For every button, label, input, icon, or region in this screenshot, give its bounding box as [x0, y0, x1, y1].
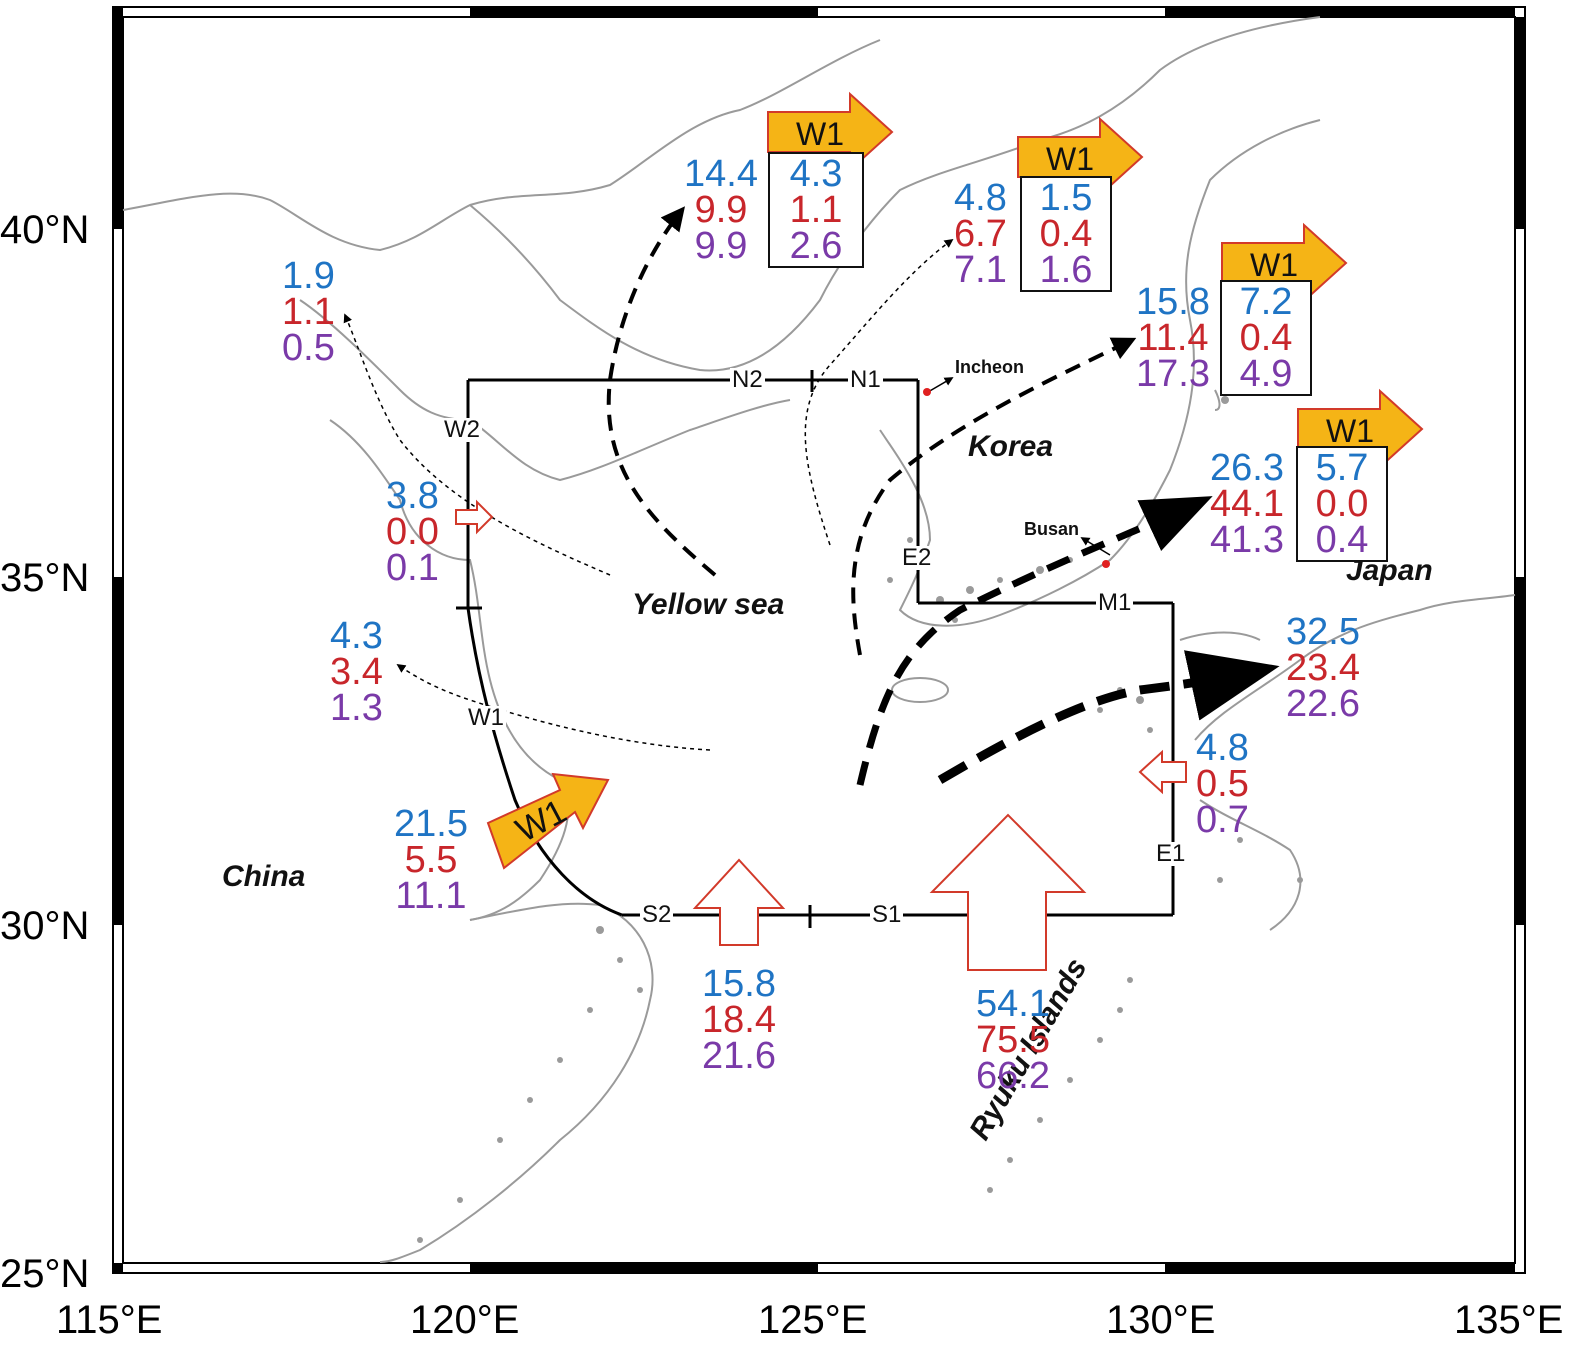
transport-e1: 4.8 0.5 0.7 [1196, 727, 1249, 841]
transport-w1-upper: 4.3 3.4 1.3 [330, 615, 383, 729]
lat-label-30: 30°N [0, 904, 90, 948]
value-red: 0.4 [1039, 213, 1093, 255]
section-label-w1: W1 [466, 704, 506, 731]
lat-label-35: 35°N [0, 556, 90, 600]
value-blue: 26.3 [1210, 447, 1284, 489]
lon-label-120: 120°E [410, 1298, 520, 1342]
value-purple: 2.6 [789, 225, 843, 267]
value-red: 75.5 [976, 1019, 1050, 1061]
value-purple: 66.2 [976, 1055, 1050, 1097]
transport-bohai: 1.9 1.1 0.5 [282, 255, 335, 369]
lon-label-130: 130°E [1106, 1298, 1216, 1342]
value-red: 0.0 [1315, 483, 1369, 525]
wind-label-korea-mid: W1 [1250, 247, 1298, 283]
value-red: 0.4 [1239, 317, 1293, 359]
value-blue: 4.8 [1196, 727, 1249, 769]
section-lines [456, 370, 1175, 928]
value-blue: 21.5 [394, 803, 468, 845]
box-korea-west-right: 1.5 0.4 1.6 [1020, 176, 1112, 292]
label-busan: Busan [1024, 519, 1080, 539]
transport-w2: 3.8 0.0 0.1 [386, 475, 439, 589]
section-label-s1: S1 [870, 901, 904, 928]
wind-label-yellow-north: W1 [796, 116, 844, 152]
value-blue: 4.3 [330, 615, 383, 657]
value-blue: 4.8 [954, 177, 1007, 219]
value-purple: 7.1 [954, 249, 1007, 291]
value-blue: 3.8 [386, 475, 439, 517]
value-purple: 4.9 [1239, 353, 1293, 395]
value-purple: 1.6 [1039, 249, 1093, 291]
value-red: 44.1 [1210, 483, 1284, 525]
box-tsushima-left: 26.3 44.1 41.3 [1210, 447, 1284, 561]
label-korea: Korea [968, 430, 1054, 463]
section-label-n1: N1 [848, 366, 883, 393]
lon-label-135: 135°E [1454, 1298, 1564, 1342]
label-yellow-sea: Yellow sea [632, 588, 785, 621]
value-purple: 21.6 [702, 1035, 776, 1077]
section-label-m1: M1 [1096, 589, 1134, 616]
value-red: 0.0 [386, 511, 439, 553]
transport-s1: 54.1 75.5 66.2 [976, 983, 1050, 1097]
value-red: 18.4 [702, 999, 776, 1041]
value-red: 1.1 [282, 291, 335, 333]
section-label-n2: N2 [730, 366, 765, 393]
value-purple: 11.1 [395, 875, 467, 917]
value-purple: 0.1 [386, 547, 439, 589]
value-blue: 4.3 [789, 153, 843, 195]
transport-japan-south: 32.5 23.4 22.6 [1286, 611, 1360, 725]
label-incheon: Incheon [955, 357, 1025, 377]
value-red: 6.7 [954, 213, 1007, 255]
transport-w1-wind: 21.5 5.5 11.1 [394, 803, 468, 917]
wind-label-tsushima: W1 [1326, 413, 1374, 449]
value-red: 5.5 [404, 839, 458, 881]
value-purple: 0.5 [282, 327, 335, 369]
island-dots [417, 396, 1303, 1243]
box-korea-west-left: 4.8 6.7 7.1 [954, 177, 1007, 291]
value-blue: 14.4 [684, 153, 758, 195]
value-purple: 1.3 [330, 687, 383, 729]
thin-dashed-paths [343, 238, 954, 751]
value-red: 23.4 [1286, 647, 1360, 689]
value-blue: 7.2 [1239, 281, 1293, 323]
value-blue: 54.1 [976, 983, 1050, 1025]
map-frame [112, 6, 1526, 1274]
section-label-s2: S2 [640, 901, 674, 928]
section-label-e2: E2 [900, 544, 934, 571]
value-blue: 15.8 [702, 963, 776, 1005]
thick-dashed-paths [606, 206, 1280, 786]
label-china: China [222, 860, 306, 893]
value-purple: 0.4 [1315, 519, 1369, 561]
value-red: 3.4 [330, 651, 383, 693]
box-yellow-north-left: 14.4 9.9 9.9 [684, 153, 758, 267]
lon-label-125: 125°E [758, 1298, 868, 1342]
value-purple: 22.6 [1286, 683, 1360, 725]
value-red: 1.1 [789, 189, 843, 231]
thin-solid-arrows [927, 377, 1111, 556]
lon-label-115: 115°E [56, 1298, 163, 1342]
city-markers [923, 388, 1110, 568]
lat-label-25: 25°N [0, 1252, 90, 1296]
lat-label-40: 40°N [0, 208, 90, 252]
value-red: 9.9 [694, 189, 748, 231]
wind-label-korea-west: W1 [1046, 141, 1094, 177]
section-transport-arrows [455, 499, 1187, 971]
box-korea-mid-left: 15.8 11.4 17.3 [1136, 281, 1210, 395]
box-korea-mid-right: 7.2 0.4 4.9 [1220, 280, 1312, 396]
box-yellow-north-right: 4.3 1.1 2.6 [768, 152, 864, 268]
value-blue: 15.8 [1136, 281, 1210, 323]
value-red: 0.5 [1196, 763, 1249, 805]
value-blue: 5.7 [1315, 447, 1369, 489]
value-purple: 9.9 [694, 225, 748, 267]
value-red: 11.4 [1137, 317, 1209, 359]
transport-s2: 15.8 18.4 21.6 [702, 963, 776, 1077]
value-purple: 17.3 [1136, 353, 1210, 395]
value-blue: 1.9 [282, 255, 335, 297]
value-purple: 0.7 [1196, 799, 1249, 841]
section-label-e1: E1 [1154, 840, 1188, 867]
value-blue: 32.5 [1286, 611, 1360, 653]
value-purple: 41.3 [1210, 519, 1284, 561]
value-blue: 1.5 [1039, 177, 1093, 219]
section-label-w2: W2 [442, 416, 482, 443]
box-tsushima-right: 5.7 0.0 0.4 [1296, 446, 1388, 562]
